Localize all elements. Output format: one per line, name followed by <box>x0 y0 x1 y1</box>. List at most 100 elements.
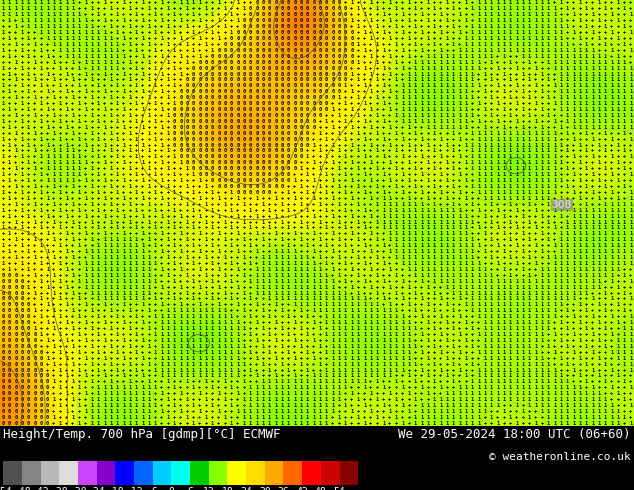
Text: +: + <box>268 326 271 331</box>
Text: +: + <box>573 160 575 165</box>
Text: 1: 1 <box>414 261 417 266</box>
Text: 1: 1 <box>275 397 277 402</box>
Text: 1: 1 <box>573 249 575 254</box>
Text: +: + <box>357 72 359 76</box>
Text: +: + <box>46 60 49 65</box>
Text: 1: 1 <box>21 119 23 124</box>
Text: 1: 1 <box>376 77 378 82</box>
Text: 1: 1 <box>211 320 214 325</box>
Text: 0: 0 <box>268 48 271 53</box>
Text: 1: 1 <box>446 415 448 420</box>
Text: 0: 0 <box>27 320 30 325</box>
Text: +: + <box>65 291 68 295</box>
Text: +: + <box>611 184 613 189</box>
Text: 1: 1 <box>256 291 258 295</box>
Text: 1: 1 <box>110 415 112 420</box>
Text: 1: 1 <box>408 119 410 124</box>
Text: 1: 1 <box>34 42 36 47</box>
Text: 0: 0 <box>306 77 309 82</box>
Text: 0: 0 <box>319 48 321 53</box>
Text: +: + <box>262 196 264 201</box>
Text: 1: 1 <box>611 72 613 76</box>
Text: 0: 0 <box>179 101 182 106</box>
Text: +: + <box>249 326 252 331</box>
Text: +: + <box>230 202 233 207</box>
Text: +: + <box>167 18 169 23</box>
Text: 1: 1 <box>97 154 100 159</box>
Text: +: + <box>53 125 55 130</box>
Text: 0: 0 <box>217 77 220 82</box>
Text: 1: 1 <box>382 326 385 331</box>
Text: +: + <box>389 166 391 171</box>
Text: 1: 1 <box>541 196 543 201</box>
Text: +: + <box>452 332 455 337</box>
Text: 0: 0 <box>211 166 214 171</box>
Text: 1: 1 <box>490 285 493 290</box>
Text: +: + <box>173 60 176 65</box>
Text: 1: 1 <box>262 391 264 396</box>
Text: 1: 1 <box>401 95 404 100</box>
Text: 1: 1 <box>534 148 537 153</box>
Text: +: + <box>135 125 138 130</box>
Text: +: + <box>91 154 93 159</box>
Text: +: + <box>40 255 42 260</box>
Text: +: + <box>40 89 42 94</box>
Text: +: + <box>522 95 524 100</box>
Text: 1: 1 <box>15 60 17 65</box>
Text: +: + <box>110 72 112 76</box>
Text: 0: 0 <box>275 125 277 130</box>
Text: +: + <box>154 231 157 236</box>
Text: 0: 0 <box>243 137 245 142</box>
Text: 1: 1 <box>553 6 556 11</box>
Text: +: + <box>97 237 100 242</box>
Text: 1: 1 <box>573 48 575 53</box>
Text: +: + <box>21 214 23 219</box>
Text: +: + <box>503 95 505 100</box>
Text: 0: 0 <box>319 113 321 118</box>
Text: 0: 0 <box>287 148 290 153</box>
Text: 1: 1 <box>573 95 575 100</box>
Text: +: + <box>630 267 632 272</box>
Text: 0: 0 <box>338 6 340 11</box>
Text: +: + <box>262 332 264 337</box>
Text: 1: 1 <box>110 285 112 290</box>
Text: 0: 0 <box>294 95 296 100</box>
Text: 1: 1 <box>477 131 480 136</box>
Text: +: + <box>332 243 334 248</box>
Text: +: + <box>363 6 366 11</box>
Text: 1: 1 <box>528 302 531 307</box>
Text: +: + <box>154 379 157 384</box>
Text: +: + <box>382 273 385 278</box>
Text: +: + <box>477 107 480 112</box>
Text: 1: 1 <box>458 243 461 248</box>
Text: +: + <box>477 237 480 242</box>
Text: 1: 1 <box>522 12 524 17</box>
Text: 1: 1 <box>630 113 632 118</box>
Text: 0: 0 <box>236 48 239 53</box>
Text: +: + <box>167 143 169 147</box>
Text: 1: 1 <box>268 279 271 284</box>
Text: +: + <box>604 36 607 41</box>
Text: +: + <box>268 214 271 219</box>
Text: 1: 1 <box>389 196 391 201</box>
Text: +: + <box>332 131 334 136</box>
Text: +: + <box>509 403 512 408</box>
Text: +: + <box>154 338 157 343</box>
Text: +: + <box>46 308 49 313</box>
Text: +: + <box>167 196 169 201</box>
Text: 1: 1 <box>2 208 4 213</box>
Text: 1: 1 <box>325 285 328 290</box>
Text: +: + <box>395 89 398 94</box>
Text: 1: 1 <box>249 391 252 396</box>
Text: +: + <box>160 202 163 207</box>
Text: +: + <box>401 143 404 147</box>
Text: 1: 1 <box>192 308 195 313</box>
Text: 1: 1 <box>376 320 378 325</box>
Text: +: + <box>325 125 328 130</box>
Text: +: + <box>21 24 23 29</box>
Text: +: + <box>630 373 632 378</box>
Text: 0: 0 <box>236 30 239 35</box>
Text: 1: 1 <box>541 24 543 29</box>
Text: 1: 1 <box>103 214 106 219</box>
Text: +: + <box>198 415 201 420</box>
